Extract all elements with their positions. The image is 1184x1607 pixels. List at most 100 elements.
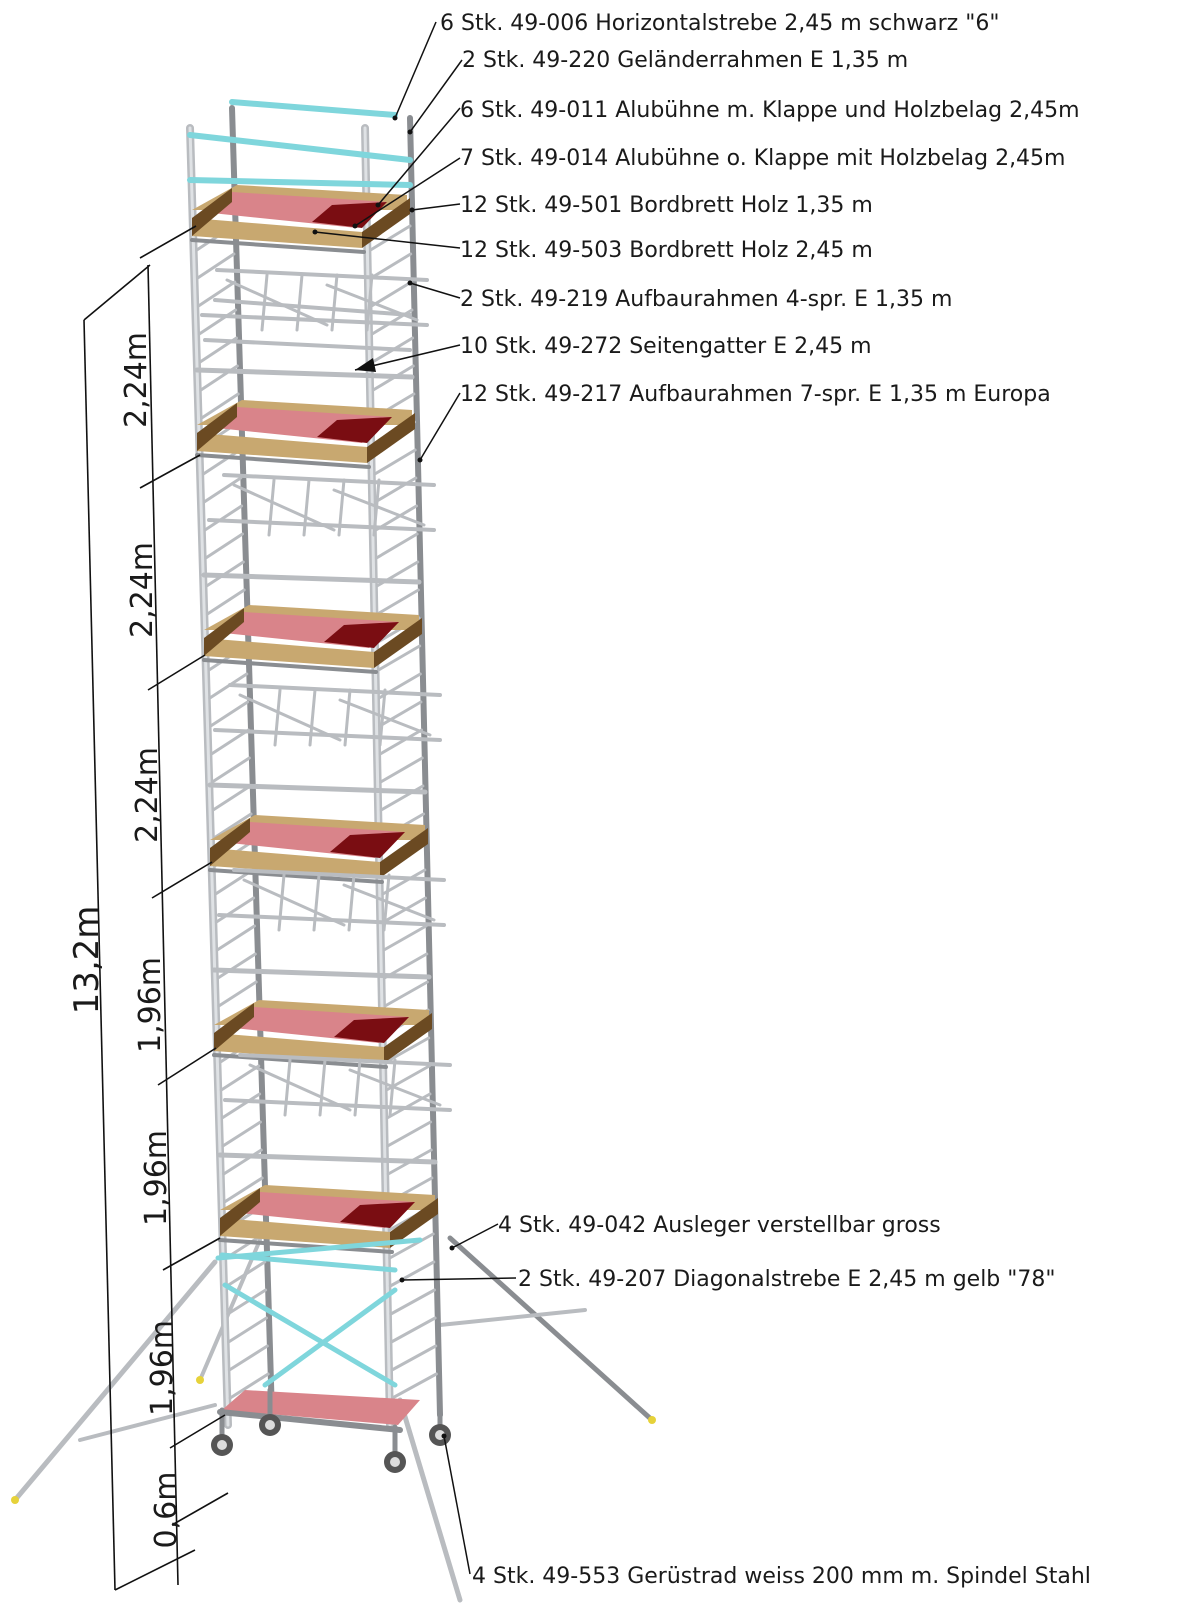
label-geruestrad: 4 Stk. 49-553 Gerüstrad weiss 200 mm m. … — [472, 1564, 1091, 1589]
part-labels: 6 Stk. 49-006 Horizontalstrebe 2,45 m sc… — [440, 11, 1091, 1589]
outrigger-foot — [196, 1376, 204, 1384]
horizontal-rail — [201, 572, 422, 585]
platform-beam — [202, 658, 378, 674]
horizontal-rail — [211, 967, 432, 980]
wheel-hub — [217, 1440, 227, 1450]
ladder-rung — [221, 1120, 262, 1148]
scaffold-tower — [11, 99, 656, 1603]
toe-board-front — [197, 433, 367, 463]
side-gate-post — [308, 688, 317, 747]
label-ausleger: 4 Stk. 49-042 Ausleger verstellbar gross — [498, 1213, 941, 1238]
side-gate-post — [302, 478, 311, 537]
label-alubuehne-ohne-klappe: 7 Stk. 49-014 Alubühne o. Klappe mit Hol… — [460, 146, 1065, 171]
outrigger — [198, 1238, 262, 1382]
ladder-rung — [373, 448, 417, 476]
side-gate-post — [295, 273, 304, 332]
toe-board-side — [214, 1003, 254, 1051]
label-diagonalstrebe: 2 Stk. 49-207 Diagonalstrebe E 2,45 m ge… — [518, 1267, 1056, 1292]
leader-arrow — [355, 358, 376, 372]
toe-board-side — [220, 1188, 260, 1236]
side-gate-post — [273, 688, 282, 747]
ladder-rung — [390, 1372, 438, 1400]
dim-total: 13,2m — [67, 906, 107, 1015]
guard-rail — [187, 177, 413, 188]
label-aufbaurahmen-4spr: 2 Stk. 49-219 Aufbaurahmen 4-spr. E 1,35… — [460, 287, 952, 312]
ladder-rung — [196, 280, 237, 308]
platform-beam — [218, 1238, 394, 1254]
horizontal-rail — [194, 367, 415, 380]
ladder-rung — [374, 532, 419, 560]
side-gate-post — [337, 478, 346, 537]
outrigger — [12, 1259, 218, 1503]
toe-board-front — [220, 1218, 390, 1248]
ladder-rung — [383, 980, 429, 1008]
outrigger-brace — [438, 1308, 587, 1327]
side-gate-brace — [248, 1063, 352, 1112]
ladder-rung — [384, 1036, 431, 1064]
side-gate-brace — [238, 693, 342, 742]
ladder-rung — [379, 756, 424, 784]
label-bordbrett-245: 12 Stk. 49-503 Bordbrett Holz 2,45 m — [460, 238, 873, 263]
side-gate-brace — [232, 483, 336, 532]
leader-dots — [312, 115, 455, 1439]
dim-seg-6: 1,96m — [145, 1320, 180, 1416]
side-gate-post — [343, 688, 352, 747]
ladder-rung — [211, 784, 252, 812]
ladder-rung — [369, 224, 412, 252]
ladder-rung — [212, 812, 253, 840]
ladder-rung — [370, 280, 413, 308]
ladder-rung — [377, 644, 422, 672]
side-gate-rail — [238, 1053, 452, 1067]
outrigger — [447, 1235, 655, 1423]
horizontal-rail — [217, 1152, 438, 1165]
ladder-rung — [200, 392, 240, 420]
ladder-rung — [375, 588, 420, 616]
toe-board-side — [367, 413, 415, 463]
ladder-rung — [389, 1316, 437, 1344]
label-alubuehne-klappe: 6 Stk. 49-011 Alubühne m. Klappe und Hol… — [460, 98, 1080, 123]
side-gate-post — [365, 273, 374, 332]
toe-board-side — [192, 188, 232, 236]
outrigger-foot — [648, 1416, 656, 1424]
guard-rail — [229, 99, 398, 118]
platform-hatch — [334, 1017, 409, 1043]
guard-rail — [187, 132, 413, 163]
ladder-rung — [204, 532, 244, 560]
platform-hatch — [340, 1202, 415, 1228]
dim-seg-2: 2,24m — [125, 542, 160, 638]
ladder-rung — [390, 1344, 438, 1372]
side-gate-rail — [228, 683, 442, 697]
outrigger-brace — [78, 1403, 217, 1442]
ladder-rung — [389, 1288, 436, 1316]
dimension-lines — [83, 225, 229, 1591]
toe-board-side — [384, 1013, 432, 1063]
wheel-hub — [265, 1420, 275, 1430]
platform-hatch — [324, 622, 399, 648]
ladder-rung — [201, 448, 242, 476]
label-aufbaurahmen-7spr: 12 Stk. 49-217 Aufbaurahmen 7-spr. E 1,3… — [460, 382, 1051, 407]
side-gate-post — [312, 873, 321, 932]
wheel-hub — [390, 1457, 400, 1467]
ladder-rung — [381, 868, 427, 896]
side-gate-post — [330, 273, 339, 332]
ladder-rung — [226, 1288, 268, 1316]
ladder-rung — [215, 924, 256, 952]
toe-board-side — [197, 403, 237, 451]
ladder-rung — [209, 728, 250, 756]
platform-beam — [190, 238, 366, 254]
ladder-rung — [388, 1232, 435, 1260]
side-gate-post — [388, 1058, 397, 1117]
side-gate-rail — [232, 868, 446, 882]
platform-beam — [195, 453, 371, 469]
ladder-rung — [227, 1316, 268, 1344]
ladder-rung — [217, 980, 258, 1008]
ladder-rung — [210, 756, 251, 784]
dimension-labels: 13,2m 2,24m 2,24m 2,24m 1,96m 1,96m 1,96… — [67, 332, 184, 1548]
side-gate-post — [372, 478, 381, 537]
toe-board-side — [210, 818, 250, 866]
side-gate-post — [318, 1058, 327, 1117]
dim-seg-3: 2,24m — [130, 747, 165, 843]
ladder-rung — [378, 700, 423, 728]
side-gate-rail — [213, 298, 412, 317]
